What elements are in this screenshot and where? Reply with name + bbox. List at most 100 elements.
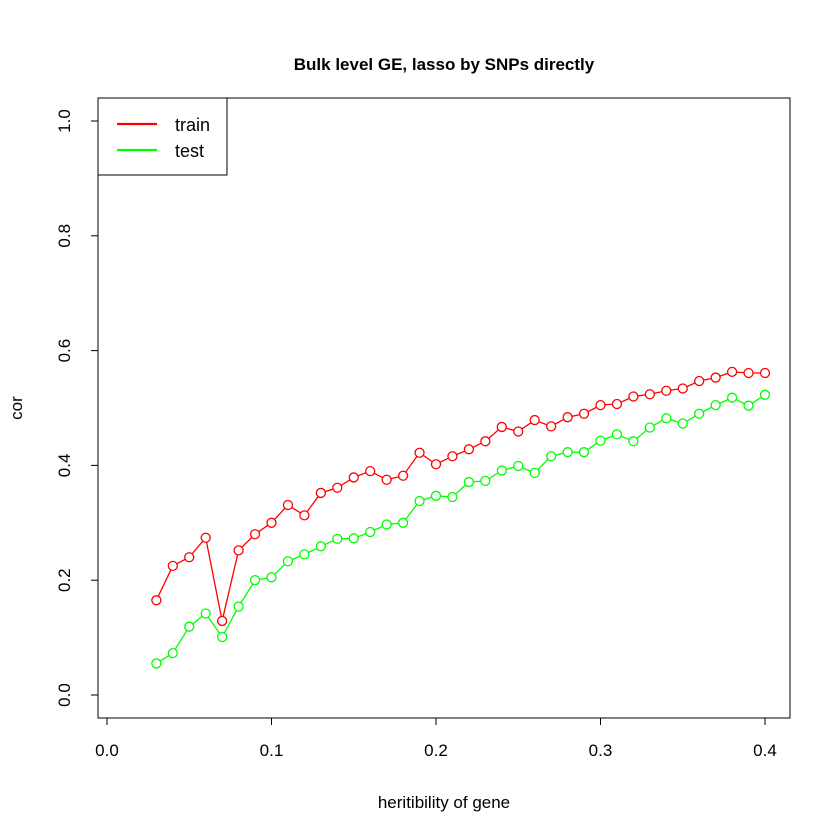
data-point-test xyxy=(332,533,343,545)
data-point-test xyxy=(480,475,491,487)
data-point-test xyxy=(644,422,655,433)
data-point-train xyxy=(151,595,162,606)
y-tick-label: 0.4 xyxy=(55,454,74,478)
data-point-train xyxy=(216,615,228,627)
y-tick-label: 0.6 xyxy=(55,339,74,363)
data-point-test xyxy=(611,429,623,440)
data-point-train xyxy=(315,487,327,499)
y-tick-label: 0.2 xyxy=(55,568,74,592)
data-point-train xyxy=(480,436,491,447)
data-point-test xyxy=(726,392,738,403)
series-test xyxy=(151,389,771,669)
data-point-test xyxy=(216,631,228,643)
data-point-train xyxy=(233,545,244,556)
data-point-test xyxy=(430,490,442,501)
data-point-train xyxy=(332,482,343,493)
data-point-test xyxy=(233,601,244,612)
data-point-test xyxy=(348,533,359,544)
data-point-train xyxy=(529,414,540,426)
data-point-test xyxy=(628,436,639,447)
series-train xyxy=(151,366,771,627)
data-point-train xyxy=(546,421,557,432)
x-tick-label: 0.4 xyxy=(753,741,777,760)
y-tick-label: 0.8 xyxy=(55,224,74,248)
data-point-test xyxy=(529,467,540,479)
data-point-test xyxy=(677,418,688,429)
data-point-train xyxy=(397,470,409,481)
data-point-train xyxy=(365,465,376,477)
data-point-train xyxy=(184,552,195,563)
data-point-test xyxy=(414,495,425,507)
data-point-train xyxy=(578,408,590,419)
data-point-test xyxy=(397,517,409,528)
x-tick-label: 0.3 xyxy=(589,741,613,760)
data-point-test xyxy=(365,526,376,538)
data-point-test xyxy=(513,460,524,472)
chart-title: Bulk level GE, lasso by SNPs directly xyxy=(294,55,595,74)
data-point-test xyxy=(447,491,458,503)
data-point-train xyxy=(644,389,655,400)
data-point-test xyxy=(463,476,475,488)
data-point-test xyxy=(562,447,573,458)
y-axis: 0.0 0.2 0.4 0.6 0.8 1.0 xyxy=(55,109,99,707)
data-point-train xyxy=(463,444,475,455)
x-tick-label: 0.2 xyxy=(424,741,448,760)
data-point-test xyxy=(249,575,261,586)
data-point-train xyxy=(496,421,507,433)
y-axis-label: cor xyxy=(7,396,26,420)
data-point-train xyxy=(167,560,178,571)
data-point-test xyxy=(167,647,178,659)
data-point-train xyxy=(414,447,425,458)
data-point-test xyxy=(743,400,754,411)
data-point-train xyxy=(710,372,721,383)
x-axis-label: heritibility of gene xyxy=(378,793,510,812)
data-point-test xyxy=(315,541,327,552)
data-point-test xyxy=(759,389,771,400)
data-point-train xyxy=(694,375,705,387)
data-point-train xyxy=(628,391,639,402)
data-point-train xyxy=(661,385,672,396)
data-point-test xyxy=(694,408,705,419)
x-tick-label: 0.1 xyxy=(260,741,284,760)
data-point-test xyxy=(266,572,277,583)
data-point-train xyxy=(759,367,771,379)
data-point-train xyxy=(447,451,458,462)
data-point-train xyxy=(249,529,261,540)
data-point-train xyxy=(677,383,688,394)
data-point-test xyxy=(595,435,606,446)
data-point-train xyxy=(348,472,359,483)
y-tick-label: 0.0 xyxy=(55,683,74,707)
data-point-test xyxy=(710,399,721,411)
data-point-train xyxy=(726,366,738,377)
legend-label-test: test xyxy=(175,141,204,161)
legend-label-train: train xyxy=(175,115,210,135)
series-layer xyxy=(151,366,771,669)
data-point-train xyxy=(562,412,573,423)
data-point-test xyxy=(381,519,392,530)
data-point-train xyxy=(299,510,310,521)
legend-box xyxy=(97,97,228,176)
data-point-test xyxy=(151,658,162,669)
x-tick-label: 0.0 xyxy=(95,741,119,760)
legend: train test xyxy=(97,97,228,176)
data-point-train xyxy=(595,399,606,411)
data-point-test xyxy=(299,549,310,560)
data-point-train xyxy=(381,474,392,485)
data-point-train xyxy=(743,367,754,379)
data-point-train xyxy=(513,426,524,437)
data-point-test xyxy=(578,447,590,458)
data-point-train xyxy=(611,398,623,410)
data-point-test xyxy=(546,451,557,462)
data-point-train xyxy=(266,517,277,528)
data-point-train xyxy=(430,459,442,470)
data-point-test xyxy=(282,556,294,567)
data-point-test xyxy=(661,413,672,424)
data-point-test xyxy=(496,465,507,476)
data-point-train xyxy=(200,532,211,543)
data-point-test xyxy=(184,621,195,632)
data-point-test xyxy=(200,608,211,619)
data-point-train xyxy=(282,499,294,511)
y-tick-label: 1.0 xyxy=(55,109,74,133)
x-axis: 0.0 0.1 0.2 0.3 0.4 xyxy=(95,717,777,760)
